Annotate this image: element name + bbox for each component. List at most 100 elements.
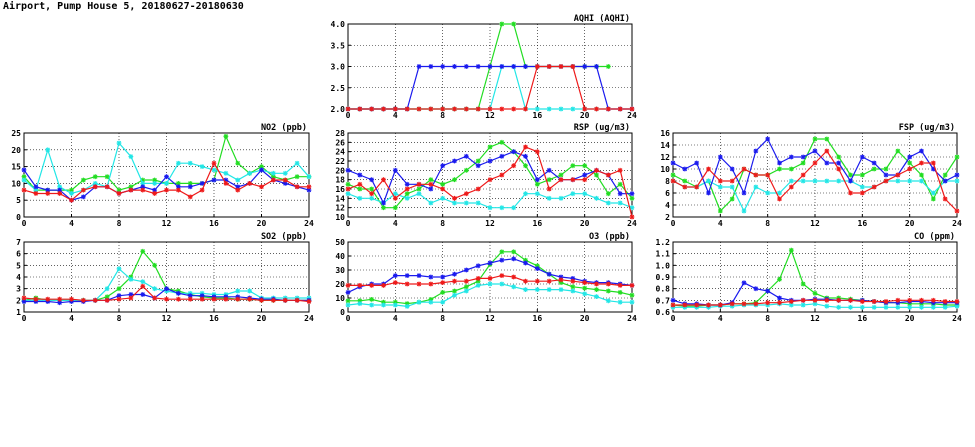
data-point-red — [282, 297, 288, 303]
data-point-red — [187, 296, 193, 302]
data-point-green — [836, 154, 842, 160]
data-point-blue — [416, 64, 422, 69]
data-point-cyan — [907, 178, 913, 184]
x-tick-label: 0 — [671, 219, 676, 228]
data-point-red — [582, 177, 588, 183]
data-point-red — [116, 191, 122, 196]
data-point-red — [140, 187, 146, 193]
data-point-red — [629, 214, 635, 220]
data-point-red — [235, 296, 241, 302]
data-point-red — [416, 181, 422, 187]
data-point-cyan — [594, 294, 599, 299]
data-point-blue — [859, 154, 865, 160]
data-point-cyan — [475, 200, 481, 206]
data-point-green — [235, 160, 241, 166]
data-point-red — [381, 283, 386, 288]
data-point-blue — [558, 274, 564, 280]
data-point-red — [930, 297, 936, 303]
data-point-green — [824, 136, 830, 142]
data-point-red — [452, 278, 457, 284]
x-tick-label: 8 — [765, 219, 770, 228]
data-point-red — [428, 281, 434, 287]
data-point-red — [499, 172, 505, 178]
data-point-blue — [907, 154, 913, 160]
data-point-blue — [259, 167, 264, 173]
data-point-red — [270, 177, 276, 183]
y-tick-label: 2.5 — [331, 84, 346, 93]
x-tick-label: 0 — [22, 314, 27, 323]
data-point-red — [357, 181, 363, 187]
data-point-green — [617, 290, 623, 295]
data-point-red — [104, 184, 110, 190]
x-tick-label: 0 — [346, 314, 351, 323]
data-point-blue — [223, 177, 229, 183]
data-point-blue — [499, 257, 505, 263]
data-point-green — [92, 174, 98, 180]
data-point-green — [452, 288, 457, 294]
data-point-red — [582, 280, 588, 285]
y-tick-label: 4 — [16, 273, 21, 282]
data-point-blue — [523, 64, 528, 69]
data-point-red — [247, 296, 253, 302]
data-point-red — [617, 106, 623, 112]
data-point-red — [152, 295, 158, 301]
data-point-red — [104, 297, 110, 303]
chart-title: FSP (ug/m3) — [899, 123, 955, 133]
data-point-green — [116, 187, 122, 193]
x-tick-label: 16 — [533, 219, 543, 228]
data-point-red — [895, 297, 901, 303]
y-tick-label: 50 — [335, 238, 345, 247]
data-point-blue — [57, 300, 63, 306]
data-point-cyan — [558, 106, 564, 112]
data-point-red — [345, 106, 351, 112]
data-point-blue — [523, 153, 528, 159]
data-point-red — [487, 177, 493, 183]
data-point-cyan — [21, 177, 27, 183]
data-point-blue — [812, 148, 818, 154]
x-tick-label: 0 — [671, 314, 676, 323]
data-point-red — [605, 106, 611, 112]
x-tick-label: 24 — [627, 314, 637, 323]
data-point-cyan — [534, 191, 540, 197]
data-point-red — [199, 187, 205, 193]
data-point-red — [223, 296, 229, 302]
data-point-cyan — [235, 177, 241, 183]
data-point-red — [765, 300, 771, 306]
data-point-cyan — [463, 200, 469, 206]
x-tick-label: 20 — [580, 111, 590, 120]
y-tick-label: 4 — [665, 201, 670, 210]
data-point-red — [753, 301, 759, 307]
data-point-cyan — [777, 190, 782, 196]
x-tick-label: 24 — [627, 111, 637, 120]
data-point-green — [404, 191, 410, 197]
data-point-red — [629, 283, 635, 288]
x-tick-label: 24 — [304, 314, 314, 323]
data-point-green — [511, 249, 517, 255]
y-tick-label: 18 — [335, 176, 345, 185]
data-point-green — [629, 292, 635, 298]
x-tick-label: 8 — [440, 219, 445, 228]
data-point-blue — [499, 64, 505, 69]
data-point-green — [69, 187, 74, 193]
data-point-blue — [617, 191, 623, 197]
data-point-red — [717, 302, 723, 308]
data-point-cyan — [617, 299, 623, 305]
data-point-red — [883, 178, 889, 184]
data-point-red — [381, 106, 386, 112]
data-point-cyan — [152, 286, 158, 292]
data-point-green — [104, 294, 110, 300]
data-point-cyan — [92, 181, 98, 186]
data-point-cyan — [741, 208, 747, 214]
data-point-blue — [345, 167, 351, 173]
data-point-cyan — [930, 304, 936, 310]
data-point-cyan — [558, 287, 564, 292]
y-tick-label: 10 — [335, 213, 345, 222]
data-point-cyan — [824, 178, 830, 184]
data-point-blue — [741, 190, 747, 196]
data-point-green — [369, 186, 375, 192]
data-point-cyan — [765, 190, 771, 196]
x-tick-label: 20 — [580, 314, 590, 323]
data-point-blue — [440, 163, 446, 169]
data-point-cyan — [824, 303, 830, 309]
